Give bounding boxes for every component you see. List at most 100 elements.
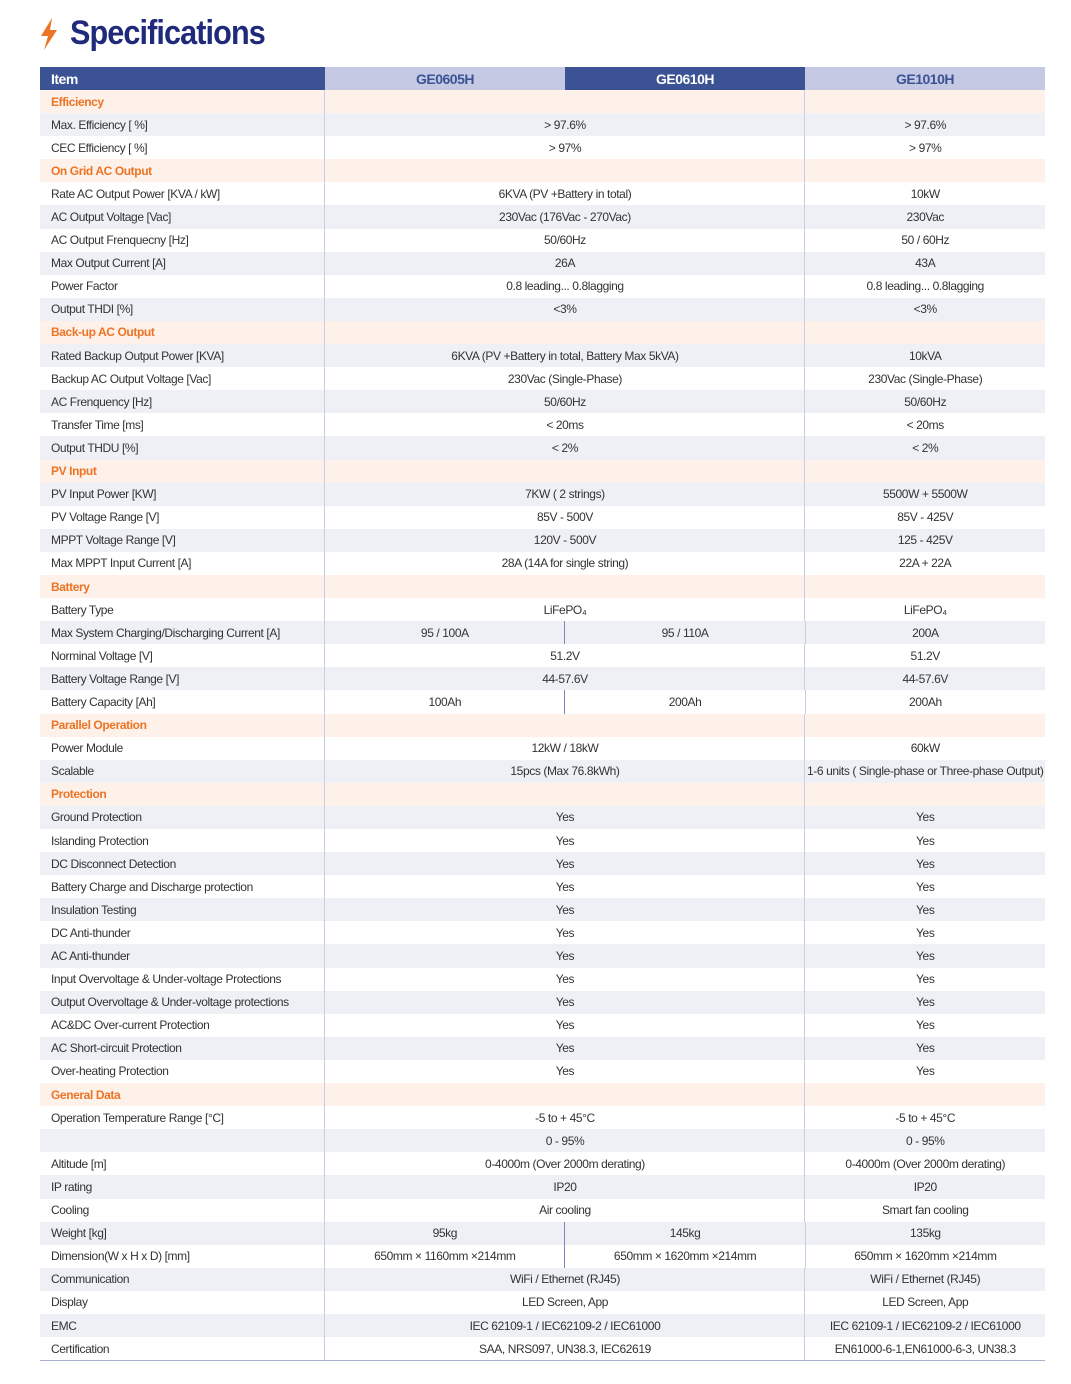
cell-ge0605h-ge0610h: 230Vac (Single-Phase) [324, 367, 804, 391]
cell-ge0605h-ge0610h: Yes [324, 990, 804, 1014]
row-label: AC Anti-thunder [51, 949, 130, 964]
cell-ge0610h: 650mm × 1620mm ×214mm [564, 1244, 804, 1268]
table-row: Ground Protection Yes Yes [40, 805, 1045, 829]
cell-ge0605h-ge0610h: 0-4000m (Over 2000m derating) [324, 1152, 804, 1176]
cell-ge0605h-ge0610h: Yes [324, 852, 804, 876]
cell-ge0605h-ge0610h: Yes [324, 1059, 804, 1084]
table-row: Communication WiFi / Ethernet (RJ45) WiFi … [40, 1267, 1045, 1291]
table-row: CEC Efficiency [ %] > 97% > 97% [40, 136, 1045, 160]
table-row: Cooling Air cooling Smart fan cooling [40, 1198, 1045, 1222]
table-row: PV Input Power [KW] 7KW ( 2 strings) 5500W… [40, 482, 1045, 506]
cell-ge0605h-ge0610h: Yes [324, 829, 804, 853]
cell-ge0605h-ge0610h: 51.2V [324, 644, 804, 668]
section-row: Back-up AC Output [40, 320, 1045, 345]
cell-ge1010h: <3% [804, 297, 1045, 321]
table-row: Input Overvoltage & Under-voltage Protec… [40, 967, 1045, 991]
cell-ge0605h-ge0610h: LiFePO₄ [324, 598, 804, 622]
row-label: Over-heating Protection [51, 1064, 169, 1079]
cell-ge0605h-ge0610h: Air cooling [324, 1198, 804, 1222]
table-row: Output Overvoltage & Under-voltage prote… [40, 990, 1045, 1014]
table-row: Output THDU [%] < 2% < 2% [40, 436, 1045, 460]
cell-ge0605h-ge0610h: Yes [324, 805, 804, 829]
cell [804, 320, 1045, 345]
table-header: Item GE0605H GE0610H GE1010H [40, 67, 1045, 90]
cell-ge1010h: 650mm × 1620mm ×214mm [804, 1244, 1045, 1268]
cell [804, 574, 1045, 599]
row-label: Ground Protection [51, 810, 142, 825]
table-row: Max MPPT Input Current [A] 28A (14A for s… [40, 551, 1045, 575]
table-row: Max. Efficiency [ %] > 97.6% > 97.6% [40, 113, 1045, 137]
cell-ge0605h-ge0610h: Yes [324, 967, 804, 991]
table-body: Efficiency Max. Efficiency [ %] > 97.6% > 9… [40, 90, 1045, 1361]
cell-ge0605h-ge0610h: 230Vac (176Vac - 270Vac) [324, 205, 804, 229]
cell-ge1010h: 200Ah [804, 690, 1045, 714]
section-title: Protection [51, 787, 107, 802]
cell-ge1010h: 0 - 95% [804, 1129, 1045, 1153]
row-label: Input Overvoltage & Under-voltage Protec… [51, 972, 282, 987]
table-row: EMC IEC 62109-1 / IEC62109-2 / IEC61000 IE… [40, 1313, 1045, 1338]
cell-ge0605h-ge0610h: < 2% [324, 436, 804, 460]
row-label: Transfer Time [ms] [51, 417, 144, 432]
section-title: Battery [51, 579, 90, 594]
row-label: Backup AC Output Voltage [Vac] [51, 371, 211, 386]
row-label: Max. Efficiency [ %] [51, 117, 148, 132]
cell-ge0605h: 95kg [324, 1221, 564, 1245]
row-label: AC Short-circuit Protection [51, 1041, 182, 1056]
section-title: Parallel Operation [51, 718, 147, 733]
section-row: Efficiency [40, 90, 1045, 114]
page-title: Specifications [70, 14, 266, 52]
row-label: MPPT Voltage Range [V] [51, 533, 176, 548]
cell [324, 90, 804, 114]
table-row: Weight [kg] 95kg 145kg 135kg [40, 1221, 1045, 1245]
cell-ge0605h-ge0610h: IEC 62109-1 / IEC62109-2 / IEC61000 [324, 1313, 804, 1338]
cell-ge1010h: 10kVA [804, 344, 1045, 368]
cell-ge1010h: < 20ms [804, 413, 1045, 437]
row-label: Battery Charge and Discharge protection [51, 879, 253, 894]
table-row: Dimension(W x H x D) [mm] 650mm × 1160mm … [40, 1244, 1045, 1268]
cell-ge0605h: 95 / 100A [324, 621, 564, 645]
table-row: Transfer Time [ms] < 20ms < 20ms [40, 413, 1045, 437]
lightning-bolt-icon [41, 17, 57, 50]
cell-ge1010h: IEC 62109-1 / IEC62109-2 / IEC61000 [804, 1313, 1045, 1338]
cell-ge1010h: 43A [804, 251, 1045, 275]
cell-ge0605h-ge0610h: Yes [324, 921, 804, 945]
cell [804, 713, 1045, 737]
cell-ge0605h-ge0610h: 12kW / 18kW [324, 736, 804, 760]
table-row: Output THDI [%] <3% <3% [40, 297, 1045, 321]
cell-ge0605h-ge0610h: Yes [324, 1013, 804, 1037]
table-row: DC Anti-thunder Yes Yes [40, 921, 1045, 945]
row-label: Max MPPT Input Current [A] [51, 556, 192, 571]
table-row: Operation Temperature Range [°C] -5 to + … [40, 1106, 1045, 1130]
cell-ge0605h-ge0610h: Yes [324, 875, 804, 899]
section-row: PV Input [40, 459, 1045, 483]
page-heading: Specifications [38, 14, 287, 53]
cell-ge0605h: 100Ah [324, 690, 564, 714]
cell-ge1010h: 1-6 units ( Single-phase or Three-phase … [804, 759, 1045, 783]
table-row: Max Output Current [A] 26A 43A [40, 251, 1045, 275]
row-label: Output THDU [%] [51, 440, 139, 455]
cell-ge1010h: 0.8 leading... 0.8lagging [804, 274, 1045, 298]
cell-ge1010h: Yes [804, 944, 1045, 968]
cell-ge0605h: 650mm × 1160mm ×214mm [324, 1244, 564, 1268]
row-label: EMC [51, 1318, 77, 1333]
section-row: General Data [40, 1083, 1045, 1107]
table-row: Battery Type LiFePO₄ LiFePO₄ [40, 598, 1045, 622]
table-row: Islanding Protection Yes Yes [40, 829, 1045, 853]
cell-ge0605h-ge0610h: 26A [324, 251, 804, 275]
cell [804, 90, 1045, 114]
cell-ge1010h: > 97% [804, 136, 1045, 160]
row-label: Battery Type [51, 602, 114, 617]
section-row: Battery [40, 574, 1045, 599]
cell-ge1010h: 50/60Hz [804, 390, 1045, 414]
table-row: AC&DC Over-current Protection Yes Yes [40, 1013, 1045, 1037]
header-model-ge1010h: GE1010H [805, 67, 1045, 90]
cell [324, 320, 804, 345]
table-row: DC Disconnect Detection Yes Yes [40, 852, 1045, 876]
table-row: AC Frenquency [Hz] 50/60Hz 50/60Hz [40, 390, 1045, 414]
cell-ge0605h-ge0610h: Yes [324, 1036, 804, 1060]
cell-ge1010h: EN61000-6-1,EN61000-6-3, UN38.3 [804, 1337, 1045, 1361]
section-row: Protection [40, 782, 1045, 806]
table-row: Battery Capacity [Ah] 100Ah 200Ah 200Ah [40, 690, 1045, 714]
cell-ge1010h: 44-57.6V [804, 667, 1045, 691]
row-label: Altitude [m] [51, 1156, 107, 1171]
